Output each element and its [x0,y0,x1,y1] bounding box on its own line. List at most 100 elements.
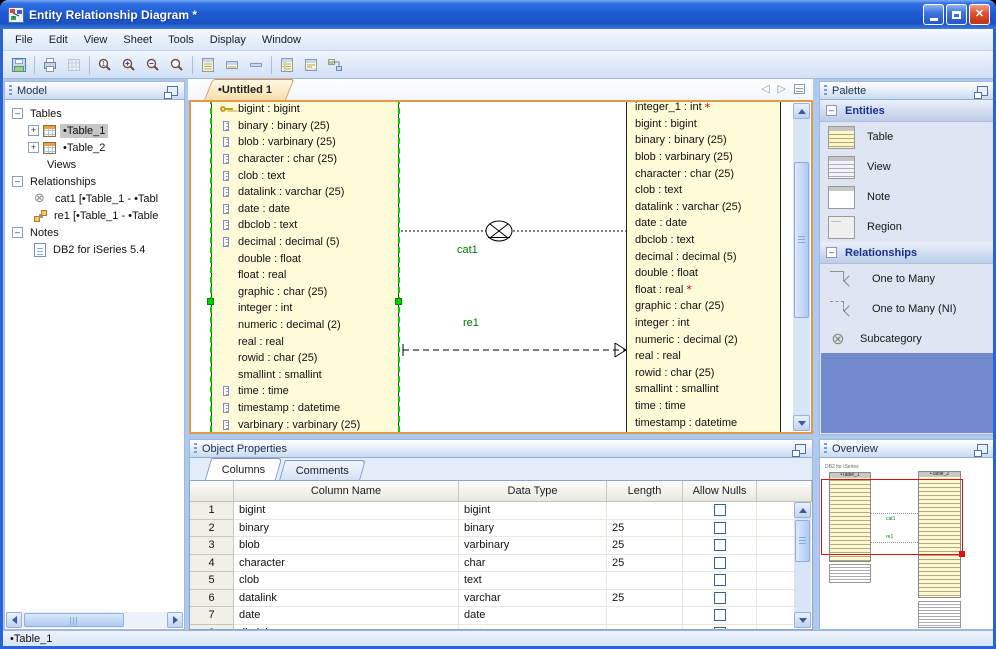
cell-length[interactable]: 25 [607,537,683,554]
resize-handle[interactable] [207,298,214,305]
tree-node[interactable]: – Relationships [7,173,184,190]
allow-nulls-checkbox[interactable] [713,626,726,629]
cell-column-name[interactable]: clob [234,572,459,589]
panel-grip[interactable] [194,443,197,454]
allow-nulls-checkbox[interactable] [713,504,726,517]
cell-length[interactable] [607,502,683,519]
cell-data-type[interactable]: varbinary [459,537,607,554]
allow-nulls-checkbox[interactable] [713,539,726,552]
grid-row[interactable]: 1 bigint bigint [190,502,812,520]
show-attributes-icon[interactable] [196,54,220,76]
scroll-down-icon[interactable] [793,415,810,431]
entity-column-row[interactable]: bigint : bigint [212,102,398,118]
palette-item[interactable]: ⊗ Subcategory [820,324,993,354]
cell-data-type[interactable]: date [459,607,607,624]
entity-column-row[interactable]: date : date [212,201,398,218]
allow-nulls-checkbox[interactable] [713,521,726,534]
cell-column-name[interactable]: date [234,607,459,624]
grid-vertical-scrollbar[interactable] [794,502,811,628]
grid-header-data-type[interactable]: Data Type [459,481,607,501]
row-number[interactable]: 3 [190,537,234,555]
relationships-section-header[interactable]: – Relationships [820,242,993,264]
entity-column-row[interactable]: blob : varbinary (25) [627,149,780,166]
entity-column-row[interactable]: real : real [212,333,398,350]
entity-column-row[interactable]: dbclob : text [627,232,780,249]
row-number[interactable]: 6 [190,589,234,607]
entity-column-row[interactable]: clob : text [212,167,398,184]
scrollbar-thumb[interactable] [794,162,809,318]
cell-length[interactable]: 25 [607,589,683,606]
overview-viewport-handle[interactable] [959,551,965,557]
entity-column-row[interactable]: character : char (25) [212,151,398,168]
allow-nulls-checkbox[interactable] [713,609,726,622]
palette-item[interactable]: Table [820,122,993,152]
row-number[interactable]: 8 [190,624,234,629]
undock-icon[interactable] [974,443,988,457]
undock-icon[interactable] [164,85,178,99]
cell-length[interactable]: 25 [607,554,683,571]
cell-length[interactable] [607,572,683,589]
cell-data-type[interactable]: bigint [459,502,607,519]
cell-length[interactable] [607,607,683,624]
zoom-actual-icon[interactable]: 1 [93,54,117,76]
undock-icon[interactable] [974,85,988,99]
close-button[interactable]: ✕ [969,4,990,25]
palette-item[interactable]: Region [820,212,993,242]
entity-column-row[interactable]: graphic : char (25) [627,298,780,315]
entity-column-row[interactable]: dbclob : text [212,217,398,234]
cell-data-type[interactable]: binary [459,519,607,536]
grid-header-allow-nulls[interactable]: Allow Nulls [683,481,757,501]
allow-nulls-checkbox[interactable] [713,591,726,604]
entity-column-row[interactable]: blob : varbinary (25) [212,134,398,151]
palette-item[interactable]: View [820,152,993,182]
entity-column-row[interactable]: real : real [627,348,780,365]
scroll-left-icon[interactable] [6,612,22,628]
overview-header[interactable]: Overview [819,439,993,458]
cell-column-name[interactable]: binary [234,519,459,536]
zoom-out-icon[interactable] [141,54,165,76]
canvas-vertical-scrollbar[interactable] [793,103,810,431]
entity-column-row[interactable]: float : real [212,267,398,284]
grid-row[interactable]: 5 clob text [190,572,812,590]
panel-grip[interactable] [9,85,12,96]
zoom-tool-icon[interactable] [165,54,189,76]
scrollbar-thumb[interactable] [795,520,810,562]
show-comments-icon[interactable] [299,54,323,76]
tree-node[interactable]: re1 [•Table_1 - •Table [7,207,184,224]
entity-column-row[interactable]: rowid : char (25) [212,350,398,367]
resize-handle[interactable] [395,298,402,305]
entity-column-row[interactable]: integer : int [627,315,780,332]
show-keys-icon[interactable] [220,54,244,76]
tree-node[interactable]: DB2 for iSeries 5.4 [7,241,184,258]
tree-node[interactable]: + •Table_2 [7,139,184,156]
show-columns-icon[interactable] [275,54,299,76]
entity-column-row[interactable]: datalink : varchar (25) [627,199,780,216]
scroll-up-icon[interactable] [793,103,810,119]
menu-item[interactable]: Sheet [123,33,153,46]
entity-column-row[interactable]: clob : text [627,182,780,199]
row-number[interactable]: 7 [190,607,234,625]
scroll-down-icon[interactable] [794,612,811,628]
model-horizontal-scrollbar[interactable] [6,612,183,628]
entity-column-row[interactable]: graphic : char (25) [212,284,398,301]
entity-column-row[interactable]: rowid : char (25) [627,365,780,382]
grid-row[interactable]: 2 binary binary 25 [190,519,812,537]
entity-column-row[interactable]: timestamp : datetime [212,400,398,417]
tree-expander-icon[interactable]: + [28,125,39,136]
tree-node[interactable]: ⊗ cat1 [•Table_1 - •Tabl [7,190,184,207]
tab-prev-icon[interactable]: ◁ [761,82,770,95]
entity-column-row[interactable]: float : real * [627,282,780,299]
cell-column-name[interactable]: datalink [234,589,459,606]
entity-column-row[interactable]: varbinary : varbinary (25) [212,416,398,432]
entity-column-row[interactable]: binary : binary (25) [212,118,398,135]
grid-row[interactable]: 3 blob varbinary 25 [190,537,812,555]
relation-view-icon[interactable]: KR [323,54,347,76]
collapse-icon[interactable]: – [826,105,837,116]
tab-comments[interactable]: Comments [279,460,367,480]
entity-column-row[interactable]: character : char (25) [627,165,780,182]
entity-column-row[interactable]: integer_1 : int * [627,102,780,116]
diagram-canvas[interactable]: bigint : bigint binary : binary (25) [189,100,813,434]
model-panel-header[interactable]: Model [4,81,185,100]
cell-data-type[interactable]: varchar [459,589,607,606]
entity-column-row[interactable]: smallint : smallint [627,381,780,398]
